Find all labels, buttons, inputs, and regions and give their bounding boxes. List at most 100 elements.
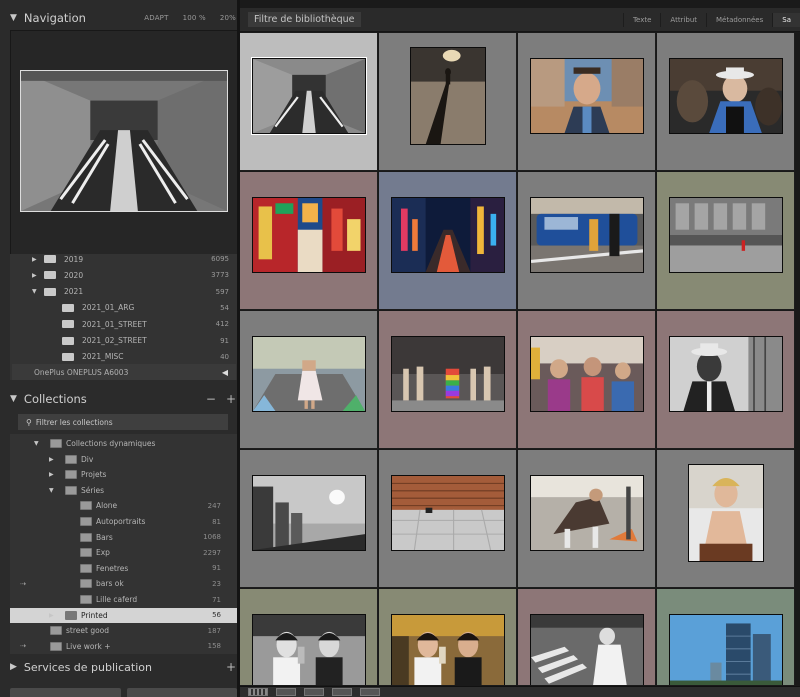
thumbnail-cell[interactable]	[379, 311, 517, 449]
photo-thumbnail[interactable]	[252, 197, 366, 273]
thumbnail-cell[interactable]	[518, 450, 656, 588]
photo-thumbnail[interactable]	[391, 336, 505, 412]
photo-thumbnail[interactable]	[669, 336, 783, 412]
folder-row[interactable]: ▼ 2021 597	[10, 284, 237, 300]
thumbnail-cell[interactable]	[657, 172, 795, 310]
folder-row[interactable]: 2021_01_STREET 412	[10, 316, 237, 332]
export-button[interactable]	[126, 688, 237, 697]
collection-row[interactable]: Autoportraits 81	[10, 514, 237, 529]
collection-row[interactable]: Bars 1068	[10, 530, 237, 545]
folder-row[interactable]: 2021_01_ARG 54	[10, 300, 237, 316]
photo-thumbnail[interactable]	[669, 614, 783, 685]
collapse-triangle-icon[interactable]: ▼	[10, 13, 17, 23]
thumbnail-cell[interactable]	[240, 33, 378, 171]
collection-row[interactable]: Alone 247	[10, 498, 237, 513]
collections-header[interactable]: ▼ Collections − +	[10, 389, 236, 409]
import-button[interactable]	[10, 688, 121, 697]
filter-tab[interactable]: Sa	[772, 12, 800, 27]
photo-thumbnail[interactable]	[252, 475, 366, 551]
collection-row[interactable]: ▶ Div	[10, 452, 237, 467]
folder-row[interactable]: ▶ 2020 3773	[10, 267, 237, 283]
photo-thumbnail[interactable]	[530, 614, 644, 685]
thumbnail-cell[interactable]	[240, 589, 378, 685]
thumbnail-cell[interactable]	[379, 450, 517, 588]
photo-thumbnail[interactable]	[530, 336, 644, 412]
expanded-arrow-icon[interactable]: ▼	[32, 288, 37, 296]
expanded-arrow-icon[interactable]: ▼	[49, 486, 54, 494]
filter-tab[interactable]: Texte	[622, 12, 660, 27]
device-collapse-icon[interactable]: ◀	[221, 367, 228, 377]
photo-thumbnail[interactable]	[530, 475, 644, 551]
zoom-option-20[interactable]: 20%	[219, 14, 236, 22]
thumbnail-cell[interactable]	[657, 450, 795, 588]
collapsed-arrow-icon[interactable]: ▶	[49, 455, 54, 463]
collection-row[interactable]: ▶ Projets	[10, 467, 237, 482]
thumbnail-cell[interactable]	[657, 311, 795, 449]
panel-divider[interactable]	[237, 0, 240, 697]
thumbnail-cell[interactable]	[518, 311, 656, 449]
add-collection-icon[interactable]: +	[225, 392, 236, 406]
thumbnail-cell[interactable]	[518, 33, 656, 171]
zoom-option-fit[interactable]: ADAPT	[144, 14, 169, 22]
filter-tab[interactable]: Attribut	[660, 12, 706, 27]
grid-view-icon[interactable]	[248, 688, 268, 696]
photo-thumbnail[interactable]	[410, 47, 486, 145]
collapsed-arrow-icon[interactable]: ▶	[49, 611, 54, 619]
loupe-view-icon[interactable]	[276, 688, 296, 696]
thumbnail-cell[interactable]	[379, 33, 517, 171]
expanded-arrow-icon[interactable]: ▼	[34, 440, 39, 447]
photo-thumbnail[interactable]	[530, 58, 644, 134]
collection-row[interactable]: ▼ Séries	[10, 483, 237, 498]
folder-row[interactable]: 2021_MISC 40	[10, 349, 237, 365]
thumbnail-cell[interactable]	[518, 589, 656, 685]
photo-thumbnail[interactable]	[251, 57, 367, 135]
collection-row[interactable]: ⇢ Live work + 158	[10, 639, 237, 654]
device-volume-row[interactable]: OnePlus ONEPLUS A6003 ◀	[12, 364, 236, 380]
thumbnail-cell[interactable]	[240, 311, 378, 449]
publish-services-header[interactable]: ▶ Services de publication +	[10, 657, 236, 677]
device-label: OnePlus ONEPLUS A6003	[34, 367, 129, 377]
collection-row[interactable]: Fenetres 91	[10, 561, 237, 576]
photo-thumbnail[interactable]	[669, 197, 783, 273]
collapsed-arrow-icon[interactable]: ▶	[49, 471, 54, 479]
thumbnail-cell[interactable]	[379, 589, 517, 685]
navigator-preview[interactable]	[10, 30, 237, 254]
add-publish-service-icon[interactable]: +	[225, 660, 236, 674]
collapsed-arrow-icon[interactable]: ▶	[32, 271, 37, 279]
photo-thumbnail[interactable]	[391, 197, 505, 273]
expand-triangle-icon[interactable]: ▶	[10, 662, 17, 672]
filter-tab[interactable]: Métadonnées	[706, 12, 772, 27]
collection-row[interactable]: Exp 2297	[10, 545, 237, 560]
zoom-option-100[interactable]: 100 %	[182, 14, 206, 22]
thumbnail-grid[interactable]	[240, 33, 800, 685]
thumbnail-cell[interactable]	[240, 450, 378, 588]
people-view-icon[interactable]	[360, 688, 380, 696]
collection-row[interactable]: Lille caferd 71	[10, 592, 237, 607]
photo-thumbnail[interactable]	[688, 464, 764, 562]
collapsed-arrow-icon[interactable]: ▶	[32, 255, 37, 263]
photo-thumbnail[interactable]	[391, 475, 505, 551]
photo-thumbnail[interactable]	[669, 58, 783, 134]
collection-row[interactable]: ▼ Collections dynamiques	[10, 436, 237, 451]
folder-row[interactable]: 2021_02_STREET 91	[10, 333, 237, 349]
navigator-header[interactable]: ▼ Navigation ADAPT 100 % 20%	[10, 8, 236, 28]
thumbnail-cell[interactable]	[657, 33, 795, 171]
collection-row[interactable]: street good 187	[10, 623, 237, 638]
thumbnail-cell[interactable]	[240, 172, 378, 310]
collection-row[interactable]: ▶ Printed 56	[10, 607, 237, 623]
folder-count: 3773	[211, 271, 229, 280]
thumbnail-cell[interactable]	[518, 172, 656, 310]
compare-view-icon[interactable]	[304, 688, 324, 696]
survey-view-icon[interactable]	[332, 688, 352, 696]
photo-thumbnail[interactable]	[391, 614, 505, 685]
collections-filter-input[interactable]: ⚲ Filtrer les collections	[18, 414, 228, 430]
photo-thumbnail[interactable]	[530, 197, 644, 273]
thumbnail-cell[interactable]	[379, 172, 517, 310]
photo-thumbnail[interactable]	[252, 614, 366, 685]
folder-row[interactable]: ▶ 2019 6095	[10, 251, 237, 267]
remove-collection-icon[interactable]: −	[205, 392, 216, 406]
thumbnail-cell[interactable]	[657, 589, 795, 685]
collection-row[interactable]: ⇢ bars ok 23	[10, 576, 237, 591]
photo-thumbnail[interactable]	[252, 336, 366, 412]
collapse-triangle-icon[interactable]: ▼	[10, 394, 17, 404]
